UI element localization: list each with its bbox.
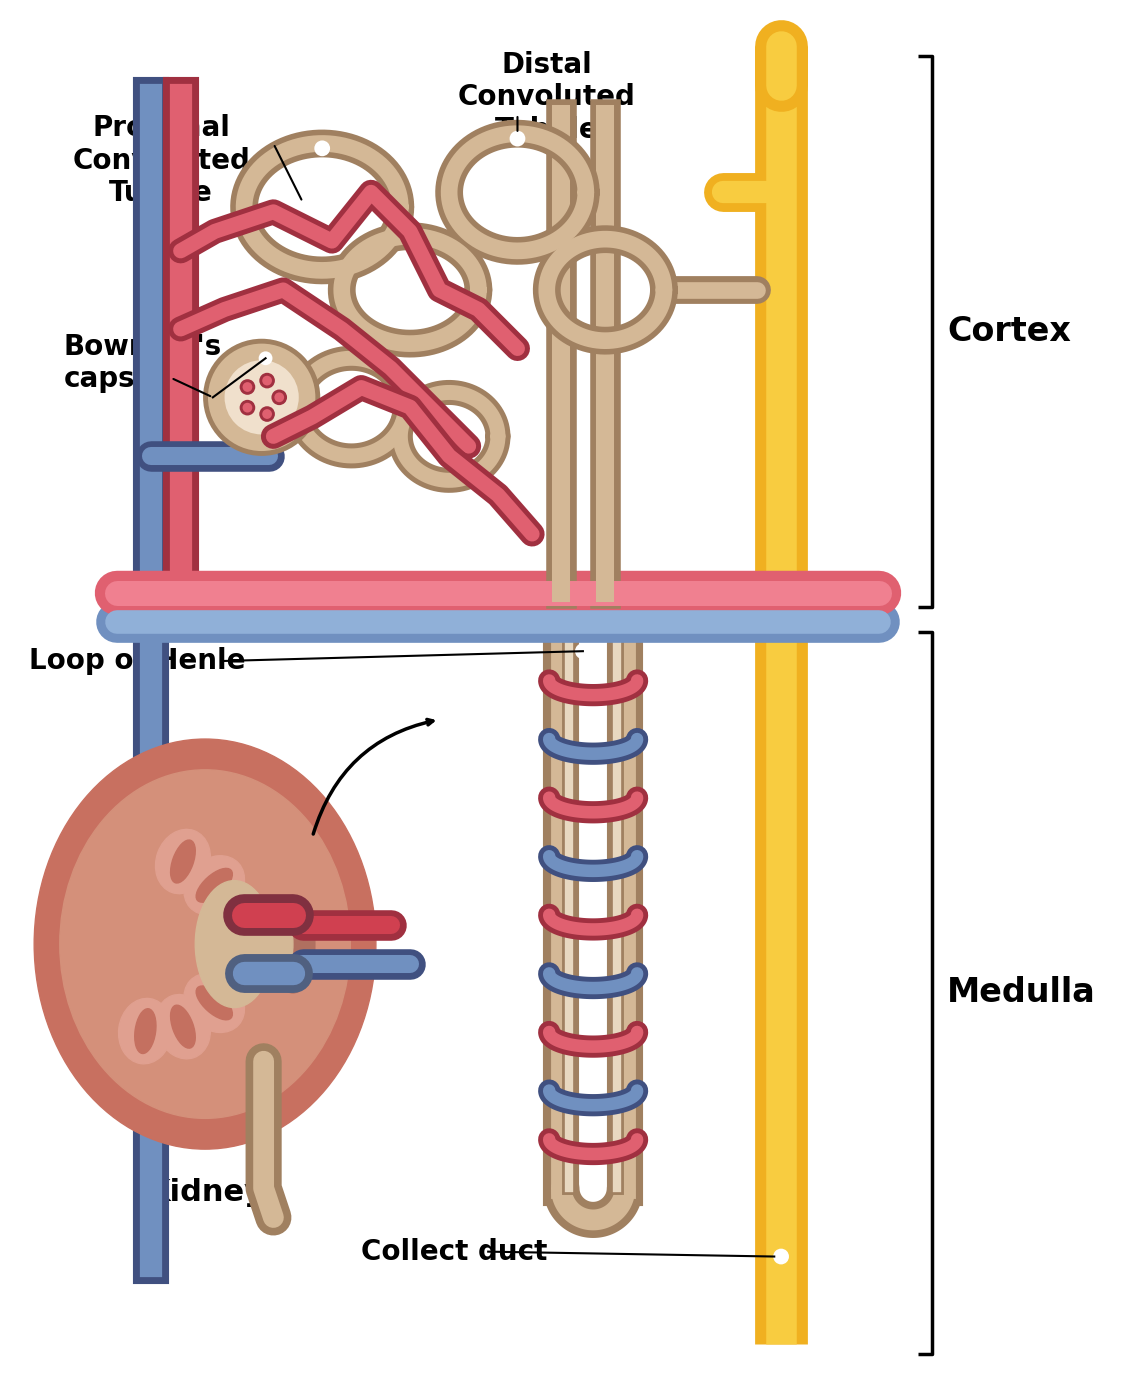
Circle shape xyxy=(225,360,299,434)
Circle shape xyxy=(240,400,255,416)
Ellipse shape xyxy=(118,998,172,1064)
Circle shape xyxy=(259,372,274,388)
Circle shape xyxy=(274,392,285,402)
Circle shape xyxy=(576,644,590,658)
Circle shape xyxy=(262,409,272,419)
Circle shape xyxy=(260,353,271,364)
Ellipse shape xyxy=(34,739,376,1149)
Circle shape xyxy=(243,382,252,392)
Text: Distal
Convoluted
Tubule: Distal Convoluted Tubule xyxy=(458,50,636,144)
Circle shape xyxy=(315,141,328,155)
Ellipse shape xyxy=(184,855,244,914)
Circle shape xyxy=(208,343,315,451)
Text: Cortex: Cortex xyxy=(947,315,1071,349)
Ellipse shape xyxy=(171,1005,196,1049)
Ellipse shape xyxy=(60,770,350,1119)
Circle shape xyxy=(774,1250,787,1263)
Ellipse shape xyxy=(210,953,254,977)
Ellipse shape xyxy=(171,840,196,883)
Ellipse shape xyxy=(135,1009,156,1053)
Circle shape xyxy=(511,132,524,146)
Ellipse shape xyxy=(196,881,273,1008)
Text: Bowman's
capsule: Bowman's capsule xyxy=(63,333,222,393)
Text: Loop of Henle: Loop of Henle xyxy=(29,647,245,675)
Text: Proximal
Convoluted
Tubule: Proximal Convoluted Tubule xyxy=(72,115,250,207)
Ellipse shape xyxy=(184,973,244,1032)
Ellipse shape xyxy=(199,896,264,949)
Circle shape xyxy=(271,389,287,405)
Text: Kidney: Kidney xyxy=(146,1179,264,1207)
Ellipse shape xyxy=(196,986,233,1019)
Circle shape xyxy=(240,379,255,395)
Circle shape xyxy=(262,375,272,385)
Ellipse shape xyxy=(199,938,264,993)
Text: Medulla: Medulla xyxy=(947,976,1096,1009)
Ellipse shape xyxy=(271,895,315,993)
Ellipse shape xyxy=(210,911,254,934)
Ellipse shape xyxy=(263,907,292,981)
Ellipse shape xyxy=(155,829,210,893)
Circle shape xyxy=(204,339,321,456)
Circle shape xyxy=(259,406,274,421)
Circle shape xyxy=(243,403,252,413)
Text: Collect duct: Collect duct xyxy=(361,1238,548,1266)
Ellipse shape xyxy=(155,994,210,1058)
Ellipse shape xyxy=(196,868,233,902)
